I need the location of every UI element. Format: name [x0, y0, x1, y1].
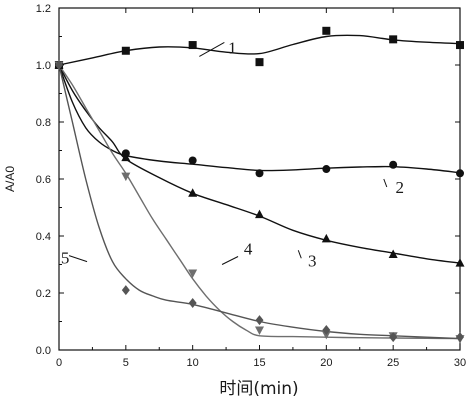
- data-point-series-1: [389, 35, 398, 44]
- series-label-1: 1: [228, 38, 237, 57]
- series-label-3: 3: [308, 251, 317, 270]
- y-tick-label: 0.8: [36, 117, 51, 129]
- x-tick-label: 30: [454, 357, 466, 369]
- fit-curves: [58, 34, 461, 340]
- data-point-series-2: [188, 156, 197, 165]
- data-point-series-5: [456, 332, 464, 343]
- data-point-series-1: [121, 46, 130, 55]
- series-label-2: 2: [396, 178, 405, 197]
- x-tick-label: 10: [187, 357, 199, 369]
- fit-curve-4: [58, 64, 461, 340]
- x-tick-label: 5: [123, 357, 129, 369]
- series-label-4: 4: [244, 240, 253, 259]
- data-markers: [54, 26, 465, 344]
- data-point-series-4: [188, 269, 198, 279]
- data-point-series-1: [322, 26, 331, 35]
- x-axis-title: 时间(min): [219, 379, 298, 399]
- data-point-series-3: [388, 249, 398, 259]
- data-point-series-2: [389, 160, 398, 169]
- label-leaders: [68, 42, 388, 265]
- label-leader-4: [221, 256, 239, 265]
- y-tick-label: 1.0: [36, 60, 51, 72]
- fit-curve-2: [58, 64, 461, 174]
- data-point-series-1: [188, 41, 197, 50]
- data-point-series-5: [55, 60, 63, 70]
- data-point-series-5: [188, 297, 197, 308]
- series-labels: 1 2 3 4 5: [61, 38, 404, 270]
- data-point-series-3: [188, 188, 198, 197]
- data-point-series-3: [321, 233, 331, 243]
- data-point-series-3: [121, 152, 131, 162]
- axis-ticks: 0 5 10 15 20 25 300.00.20.40.60.81.01.2: [36, 3, 466, 369]
- label-leader-2: [383, 178, 388, 188]
- data-point-series-3: [455, 258, 465, 267]
- data-point-series-5: [121, 285, 130, 296]
- series-label-5: 5: [61, 249, 70, 268]
- data-point-series-5: [255, 315, 264, 326]
- data-point-series-5: [322, 325, 331, 336]
- label-leader-1: [199, 42, 225, 57]
- data-point-series-5: [389, 332, 398, 343]
- y-tick-label: 1.2: [36, 3, 51, 15]
- label-leader-5: [68, 255, 88, 263]
- y-axis-title: A/A0: [3, 166, 17, 192]
- x-tick-label: 20: [320, 357, 332, 369]
- x-tick-label: 0: [56, 357, 62, 369]
- label-leader-3: [297, 250, 302, 259]
- data-point-series-2: [456, 169, 464, 178]
- y-tick-label: 0.4: [36, 231, 51, 243]
- y-tick-label: 0.0: [36, 345, 51, 357]
- data-point-series-4: [255, 326, 264, 336]
- data-point-series-1: [456, 41, 464, 50]
- data-point-series-1: [255, 58, 264, 67]
- y-tick-label: 0.2: [36, 288, 51, 300]
- y-tick-label: 0.6: [36, 174, 51, 186]
- fit-curve-5: [58, 64, 461, 340]
- data-point-series-4: [121, 172, 131, 182]
- data-point-series-2: [322, 165, 331, 174]
- data-point-series-2: [255, 169, 264, 178]
- x-tick-label: 25: [387, 357, 399, 369]
- x-tick-label: 15: [253, 357, 265, 369]
- data-point-series-3: [255, 209, 264, 219]
- data-point-series-4: [321, 330, 331, 340]
